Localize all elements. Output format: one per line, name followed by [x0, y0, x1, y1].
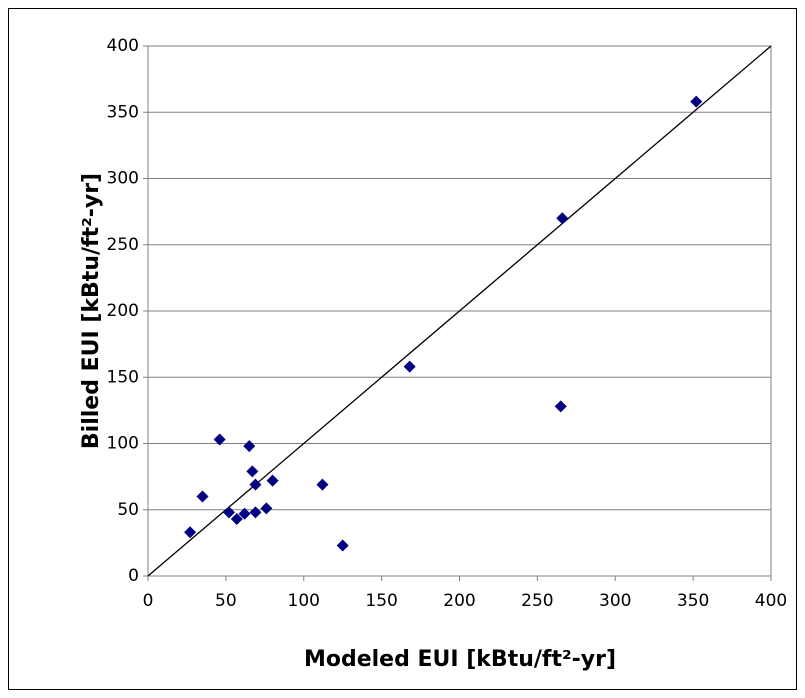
point — [403, 360, 416, 373]
point — [266, 474, 279, 487]
y-tick-label: 50 — [117, 500, 139, 520]
y-tick-label: 100 — [107, 434, 139, 454]
point — [249, 506, 262, 519]
point — [260, 502, 273, 515]
y-tick-label: 250 — [107, 235, 139, 255]
point — [249, 478, 262, 491]
x-axis-title: Modeled EUI [kBtu/ft²-yr] — [304, 647, 616, 672]
y-axis-title: Billed EUI [kBtu/ft²-yr] — [79, 173, 104, 449]
x-tick-label: 100 — [288, 591, 320, 611]
point — [184, 526, 197, 539]
point — [554, 400, 567, 413]
x-tick-label: 300 — [599, 591, 631, 611]
point — [246, 465, 259, 478]
x-tick-label: 50 — [215, 591, 237, 611]
x-tick-label: 400 — [755, 591, 787, 611]
point — [230, 513, 243, 526]
x-tick-label: 200 — [443, 591, 475, 611]
point — [213, 433, 226, 446]
x-tick-label: 150 — [365, 591, 397, 611]
y-tick-label: 0 — [128, 566, 139, 586]
y-tick-label: 150 — [107, 367, 139, 387]
reference-line — [147, 45, 772, 577]
y-tick-label: 400 — [107, 36, 139, 56]
point — [222, 506, 235, 519]
x-tick-label: 250 — [521, 591, 553, 611]
x-tick-label: 0 — [143, 591, 154, 611]
point — [196, 490, 209, 503]
point — [336, 539, 349, 552]
point — [238, 507, 251, 520]
point — [690, 95, 703, 108]
y-tick-label: 350 — [107, 102, 139, 122]
point — [243, 440, 256, 453]
point — [556, 212, 569, 225]
x-tick-label: 350 — [677, 591, 709, 611]
point — [316, 478, 329, 491]
y-tick-label: 300 — [107, 169, 139, 189]
y-tick-label: 200 — [107, 301, 139, 321]
